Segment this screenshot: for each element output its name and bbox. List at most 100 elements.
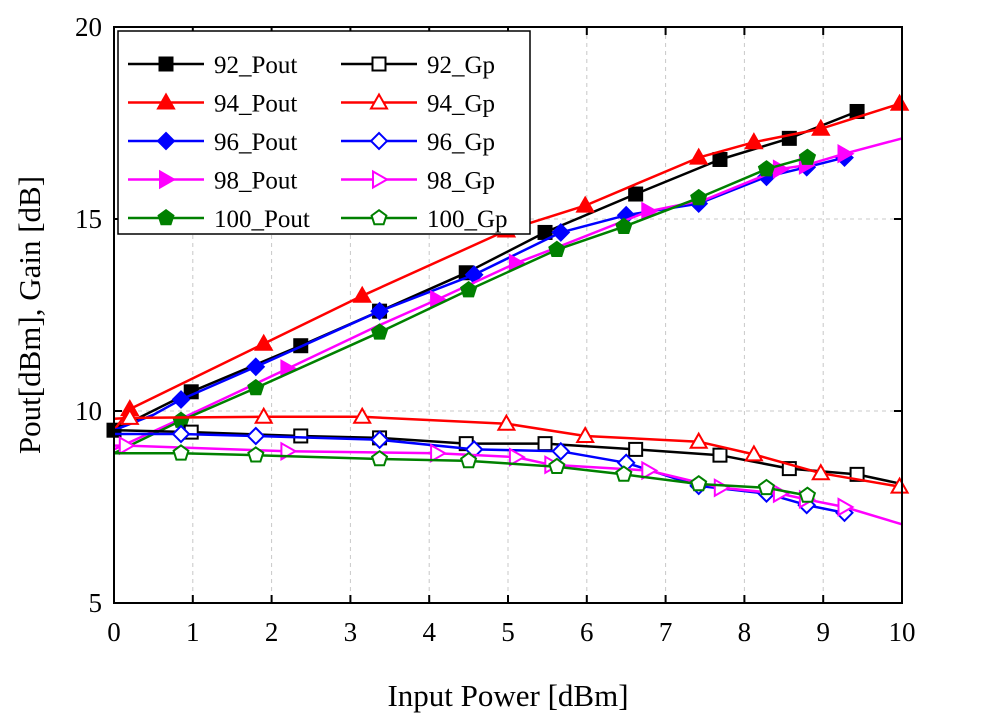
data-point [837, 143, 855, 164]
x-axis-title: Input Power [dBm] [387, 678, 628, 713]
data-point [548, 457, 566, 474]
data-point [370, 430, 390, 450]
legend-marker [157, 208, 175, 226]
legend-label: 94_Pout [214, 91, 297, 118]
data-point [713, 478, 731, 498]
data-point [811, 118, 831, 136]
series-100_Pout [113, 148, 817, 455]
x-tick-label: 0 [107, 617, 121, 647]
legend-marker [371, 56, 387, 72]
legend-marker [156, 131, 176, 151]
data-point [247, 378, 265, 396]
data-point [460, 451, 478, 469]
legend-entry: 100_Gp [341, 206, 508, 233]
y-tick-label: 5 [89, 588, 103, 618]
data-point [370, 323, 389, 340]
data-point [690, 188, 708, 206]
x-tick-label: 4 [422, 617, 436, 647]
series-line [112, 102, 900, 431]
legend-entry: 92_Gp [341, 52, 495, 79]
legend-label: 98_Gp [427, 168, 495, 195]
data-point [889, 93, 910, 111]
data-point [712, 447, 728, 463]
data-point [352, 285, 372, 303]
data-point [615, 217, 633, 234]
data-point [744, 132, 764, 150]
legend-entry: 94_Gp [341, 91, 495, 118]
series-100_Gp [114, 444, 817, 503]
data-point [757, 160, 776, 177]
y-tick-label: 20 [75, 12, 102, 42]
legend-entry: 96_Pout [128, 129, 297, 156]
legend-marker [370, 208, 388, 226]
legend-label: 96_Pout [214, 129, 297, 156]
series-line [114, 451, 808, 497]
data-point [798, 486, 817, 503]
data-point [247, 446, 265, 463]
data-point [172, 444, 190, 461]
data-point [712, 151, 728, 167]
y-tick-label: 10 [75, 396, 102, 426]
data-point [837, 497, 855, 517]
x-tick-label: 7 [659, 617, 673, 647]
data-point [551, 441, 571, 461]
data-point [537, 436, 553, 452]
legend-label: 98_Pout [214, 168, 297, 195]
data-point [118, 435, 136, 456]
x-tick-label: 8 [738, 617, 752, 647]
y-axis-title: Pout[dBm], Gain [dB] [12, 176, 47, 454]
data-point [575, 425, 595, 443]
data-point [253, 333, 274, 351]
x-tick-label: 9 [816, 617, 830, 647]
data-point [690, 474, 708, 492]
data-point [508, 447, 526, 467]
data-point [370, 449, 389, 467]
legend-marker [158, 56, 174, 72]
x-tick-label: 5 [501, 617, 515, 647]
data-point [370, 301, 390, 321]
legend-entry: 92_Pout [128, 52, 297, 79]
x-tick-label: 2 [265, 617, 279, 647]
legend-entry: 98_Pout [128, 168, 297, 195]
series-line [113, 415, 900, 488]
data-point [757, 478, 776, 496]
legend-marker [369, 92, 389, 110]
data-point [615, 465, 633, 482]
data-point [551, 222, 571, 242]
data-point [628, 186, 644, 202]
data-point [641, 460, 659, 481]
data-point [171, 424, 191, 444]
x-tick-label: 3 [344, 617, 358, 647]
data-point [496, 413, 517, 431]
data-point [430, 443, 448, 463]
data-point [246, 426, 266, 446]
plot-series [106, 93, 910, 526]
data-point [811, 463, 831, 481]
data-point [246, 357, 266, 377]
data-point [628, 441, 644, 457]
data-point [548, 240, 566, 257]
legend-marker [369, 131, 389, 151]
legend-label: 92_Pout [214, 52, 297, 79]
data-point [688, 431, 709, 449]
legend-label: 96_Gp [427, 129, 495, 156]
legend-entry: 94_Pout [128, 91, 297, 118]
data-point [120, 407, 140, 425]
data-point [744, 444, 764, 462]
y-tick-label: 15 [75, 204, 102, 234]
data-point [171, 390, 191, 409]
legend-marker [159, 169, 177, 190]
legend-marker [372, 169, 390, 190]
x-tick-label: 6 [580, 617, 594, 647]
legend-entry: 96_Gp [341, 129, 495, 156]
legend-entry: 100_Pout [128, 206, 310, 233]
series-line [113, 156, 808, 455]
data-point [641, 201, 659, 222]
x-tick-label: 10 [889, 617, 916, 647]
legend-marker [156, 92, 176, 110]
data-point [293, 428, 309, 444]
x-tick-label: 1 [186, 617, 200, 647]
legend-label: 100_Gp [427, 206, 508, 233]
